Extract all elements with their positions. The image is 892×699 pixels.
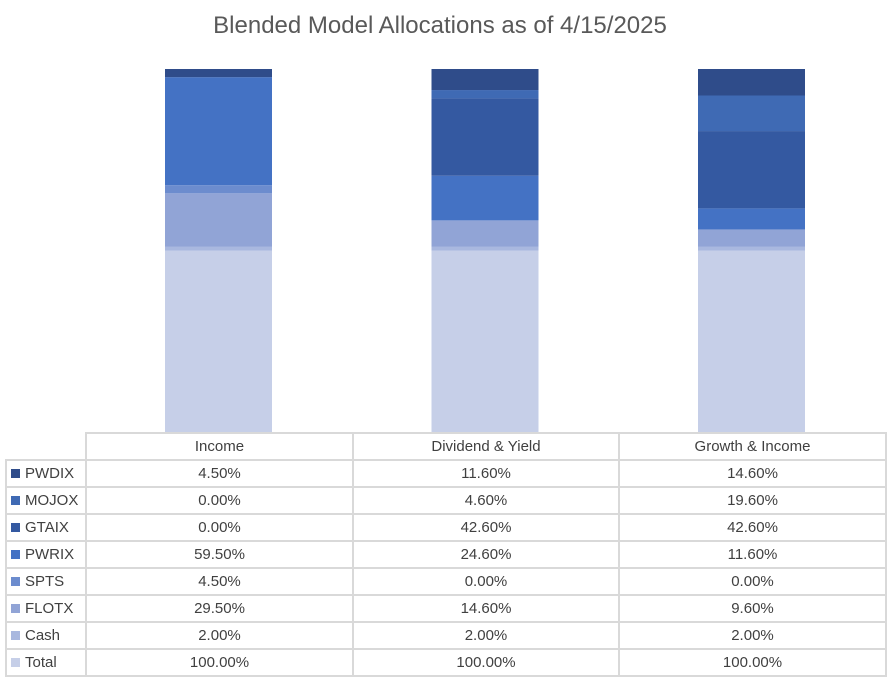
- stacked-bar-plot: [165, 69, 805, 432]
- legend-key-total: [11, 657, 20, 667]
- table-row-spts: SPTS 4.50% 0.00% 0.00%: [5, 567, 887, 596]
- column-header-dividend-yield: Dividend & Yield: [352, 432, 620, 461]
- legend-label-pwdix: PWDIX: [25, 465, 75, 482]
- data-label-flotx-growth-income: 9.60%: [618, 594, 887, 623]
- legend-key-spts: [11, 576, 20, 586]
- data-label-cash-dividend-yield: 2.00%: [352, 621, 620, 650]
- column-header-income: Income: [85, 432, 354, 461]
- bar-segment-total-dividend-yield: [431, 250, 539, 432]
- legend-key-pwrix: [11, 549, 20, 559]
- data-label-spts-dividend-yield: 0.00%: [352, 567, 620, 596]
- data-label-total-income: 100.00%: [85, 648, 354, 677]
- row-header-gtaix: GTAIX: [5, 513, 87, 542]
- legend-label-pwrix: PWRIX: [25, 546, 75, 563]
- bar-segment-cash-growth-income: [698, 246, 805, 251]
- row-header-flotx: FLOTX: [5, 594, 87, 623]
- bar-segment-pwdix-growth-income: [698, 69, 805, 96]
- data-label-mojox-dividend-yield: 4.60%: [352, 486, 620, 515]
- data-label-mojox-income: 0.00%: [85, 486, 354, 515]
- data-table: Income Dividend & Yield Growth & Income …: [5, 432, 887, 677]
- legend-key-cash: [11, 630, 20, 640]
- legend-label-cash: Cash: [25, 627, 61, 644]
- row-header-total: Total: [5, 648, 87, 677]
- row-header-mojox: MOJOX: [5, 486, 87, 515]
- chart-title: Blended Model Allocations as of 4/15/202…: [213, 12, 667, 39]
- bar-segment-cash-income: [165, 246, 272, 251]
- bar-segment-spts-income: [165, 185, 272, 194]
- data-label-cash-growth-income: 2.00%: [618, 621, 887, 650]
- bar-segment-cash-dividend-yield: [431, 246, 539, 251]
- column-header-growth-income: Growth & Income: [618, 432, 887, 461]
- bar-segment-flotx-growth-income: [698, 229, 805, 247]
- data-label-total-dividend-yield: 100.00%: [352, 648, 620, 677]
- data-label-spts-growth-income: 0.00%: [618, 567, 887, 596]
- legend-label-mojox: MOJOX: [25, 492, 79, 509]
- data-label-gtaix-income: 0.00%: [85, 513, 354, 542]
- table-corner-cell: [6, 433, 87, 460]
- bar-segment-flotx-income: [165, 193, 272, 247]
- bar-segment-mojox-dividend-yield: [431, 90, 539, 99]
- table-row-flotx: FLOTX 29.50% 14.60% 9.60%: [5, 594, 887, 623]
- legend-label-gtaix: GTAIX: [25, 519, 69, 536]
- bar-segment-total-income: [165, 250, 272, 432]
- table-body: PWDIX 4.50% 11.60% 14.60% MOJOX 0.00% 4.60% 19.…: [5, 459, 887, 677]
- legend-key-gtaix: [11, 522, 20, 532]
- bar-segment-total-growth-income: [698, 250, 805, 432]
- bar-segment-gtaix-growth-income: [698, 131, 805, 209]
- legend-key-pwdix: [11, 468, 20, 478]
- data-label-flotx-income: 29.50%: [85, 594, 354, 623]
- data-label-pwrix-dividend-yield: 24.60%: [352, 540, 620, 569]
- table-row-total: Total 100.00% 100.00% 100.00%: [5, 648, 887, 677]
- table-row-pwrix: PWRIX 59.50% 24.60% 11.60%: [5, 540, 887, 569]
- table-row-pwdix: PWDIX 4.50% 11.60% 14.60%: [5, 459, 887, 488]
- table-row-cash: Cash 2.00% 2.00% 2.00%: [5, 621, 887, 650]
- bar-segment-gtaix-dividend-yield: [431, 98, 539, 176]
- bar-segment-mojox-growth-income: [698, 95, 805, 132]
- bar-segment-pwrix-dividend-yield: [431, 175, 539, 221]
- data-label-pwdix-income: 4.50%: [85, 459, 354, 488]
- data-label-pwdix-growth-income: 14.60%: [618, 459, 887, 488]
- data-label-pwdix-dividend-yield: 11.60%: [352, 459, 620, 488]
- bar-segment-flotx-dividend-yield: [431, 220, 539, 247]
- legend-label-spts: SPTS: [25, 573, 65, 590]
- bar-segment-pwrix-growth-income: [698, 208, 805, 230]
- data-label-gtaix-growth-income: 42.60%: [618, 513, 887, 542]
- bar-segment-pwrix-income: [165, 77, 272, 186]
- bar-segment-pwdix-dividend-yield: [431, 69, 539, 91]
- data-label-pwrix-income: 59.50%: [85, 540, 354, 569]
- bar-segment-pwdix-income: [165, 69, 272, 78]
- row-header-pwdix: PWDIX: [5, 459, 87, 488]
- table-row-gtaix: GTAIX 0.00% 42.60% 42.60%: [5, 513, 887, 542]
- row-header-cash: Cash: [5, 621, 87, 650]
- legend-label-total: Total: [25, 654, 57, 671]
- legend-key-mojox: [11, 495, 20, 505]
- data-label-cash-income: 2.00%: [85, 621, 354, 650]
- table-row-mojox: MOJOX 0.00% 4.60% 19.60%: [5, 486, 887, 515]
- row-header-pwrix: PWRIX: [5, 540, 87, 569]
- data-label-mojox-growth-income: 19.60%: [618, 486, 887, 515]
- data-label-spts-income: 4.50%: [85, 567, 354, 596]
- data-label-pwrix-growth-income: 11.60%: [618, 540, 887, 569]
- row-header-spts: SPTS: [5, 567, 87, 596]
- data-label-total-growth-income: 100.00%: [618, 648, 887, 677]
- data-label-flotx-dividend-yield: 14.60%: [352, 594, 620, 623]
- legend-key-flotx: [11, 603, 20, 613]
- table-header-row: Income Dividend & Yield Growth & Income: [6, 432, 887, 461]
- legend-label-flotx: FLOTX: [25, 600, 74, 617]
- data-label-gtaix-dividend-yield: 42.60%: [352, 513, 620, 542]
